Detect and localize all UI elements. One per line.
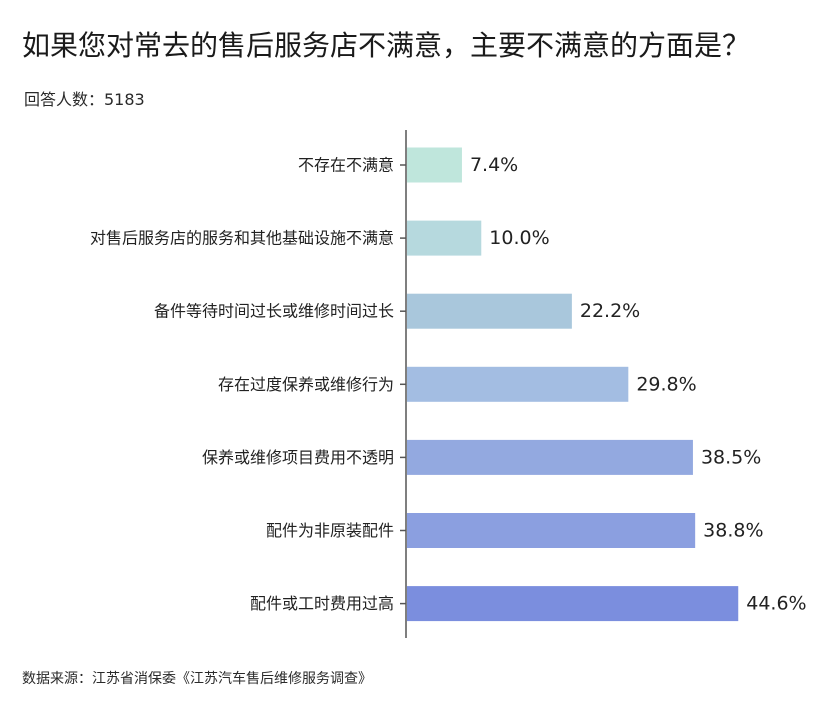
- bar: [407, 293, 572, 329]
- category-label: 不存在不满意: [298, 156, 394, 175]
- category-label: 保养或维修项目费用不透明: [202, 448, 394, 467]
- respondent-count: 回答人数：5183: [24, 90, 145, 109]
- value-label: 22.2%: [580, 300, 640, 322]
- data-source: 数据来源：江苏省消保委《江苏汽车售后维修服务调查》: [22, 671, 372, 687]
- category-label: 对售后服务店的服务和其他基础设施不满意: [90, 229, 394, 248]
- bar: [407, 220, 482, 256]
- category-label: 备件等待时间过长或维修时间过长: [154, 302, 394, 321]
- bar: [407, 147, 462, 183]
- bar: [407, 439, 693, 475]
- bar: [407, 513, 696, 548]
- value-label: 29.8%: [636, 373, 696, 395]
- bar: [407, 366, 629, 402]
- bars-group: 不存在不满意 7.4% 对售后服务店的服务和其他基础设施不满意 10.0% 备件等待时间…: [90, 147, 807, 622]
- category-label: 存在过度保养或维修行为: [218, 375, 394, 394]
- value-label: 38.8%: [703, 520, 763, 542]
- value-label: 10.0%: [489, 227, 549, 249]
- value-label: 7.4%: [470, 154, 518, 176]
- value-label: 44.6%: [746, 593, 806, 615]
- chart-title: 如果您对常去的售后服务店不满意，主要不满意的方面是？: [22, 29, 751, 62]
- category-label: 配件为非原装配件: [266, 521, 394, 540]
- bar: [407, 586, 739, 622]
- value-label: 38.5%: [701, 446, 761, 468]
- category-label: 配件或工时费用过高: [250, 594, 394, 613]
